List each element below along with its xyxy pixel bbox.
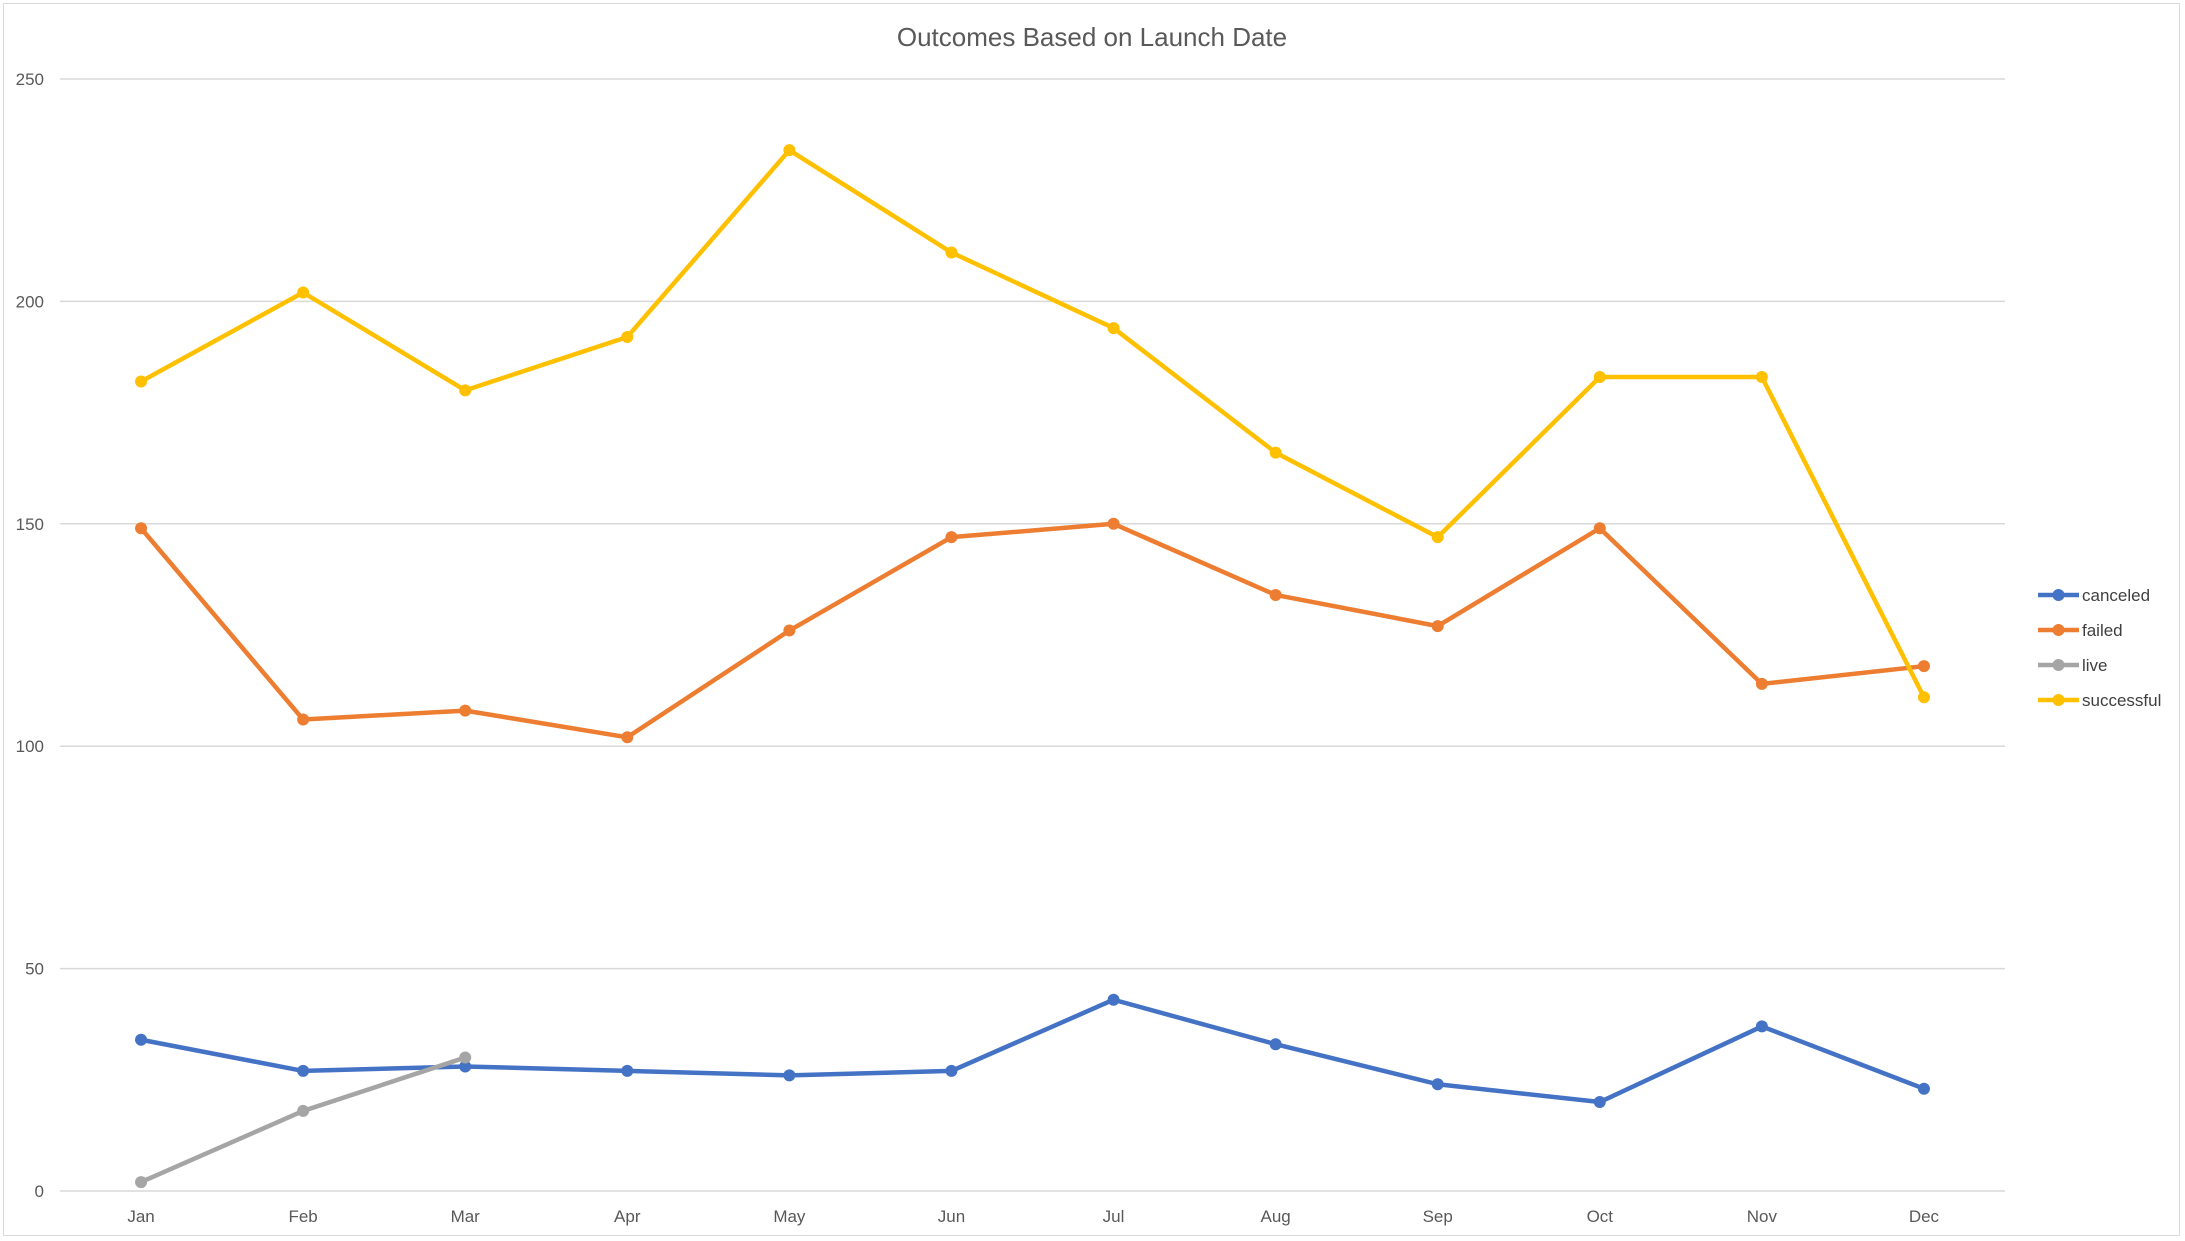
x-tick-label: Jul bbox=[1103, 1207, 1125, 1226]
series-layer bbox=[135, 144, 1930, 1189]
data-point-canceled-Feb bbox=[297, 1064, 310, 1077]
legend-item-canceled: canceled bbox=[2038, 586, 2150, 605]
series-successful bbox=[135, 144, 1930, 704]
data-point-failed-Feb bbox=[297, 713, 310, 726]
legend-label: canceled bbox=[2082, 586, 2150, 605]
legend-label: live bbox=[2082, 656, 2108, 675]
data-point-successful-May bbox=[783, 144, 796, 157]
legend-swatch-marker bbox=[2052, 624, 2065, 636]
data-point-successful-Sep bbox=[1431, 531, 1444, 544]
x-tick-label: Oct bbox=[1587, 1207, 1614, 1226]
y-tick-label: 0 bbox=[35, 1182, 44, 1201]
y-tick-label: 50 bbox=[25, 960, 44, 979]
data-point-canceled-Apr bbox=[621, 1064, 634, 1077]
x-tick-label: Apr bbox=[614, 1207, 641, 1226]
data-point-failed-Mar bbox=[459, 704, 472, 717]
data-point-live-Mar bbox=[459, 1051, 472, 1064]
legend-item-failed: failed bbox=[2038, 621, 2123, 640]
data-point-canceled-Jun bbox=[945, 1064, 958, 1077]
data-point-failed-Dec bbox=[1917, 660, 1930, 673]
legend-label: successful bbox=[2082, 691, 2161, 710]
y-tick-label: 150 bbox=[16, 515, 44, 534]
chart-title: Outcomes Based on Launch Date bbox=[897, 22, 1287, 52]
data-point-canceled-Mar bbox=[459, 1060, 472, 1073]
data-point-canceled-Sep bbox=[1431, 1078, 1444, 1091]
data-point-canceled-Oct bbox=[1593, 1096, 1606, 1109]
x-tick-label: Sep bbox=[1423, 1207, 1453, 1226]
data-point-canceled-Dec bbox=[1917, 1082, 1930, 1095]
x-tick-label: Mar bbox=[451, 1207, 481, 1226]
x-tick-label: Aug bbox=[1261, 1207, 1291, 1226]
data-point-failed-Sep bbox=[1431, 620, 1444, 633]
y-tick-label: 250 bbox=[16, 70, 44, 89]
data-point-canceled-Jul bbox=[1107, 993, 1120, 1006]
legend-item-successful: successful bbox=[2038, 691, 2161, 710]
data-point-successful-Jul bbox=[1107, 322, 1120, 335]
series-line-failed bbox=[138, 521, 1927, 740]
data-point-successful-Jun bbox=[945, 246, 958, 259]
gridlines bbox=[60, 78, 2005, 1192]
x-axis-tick-labels: Jan Feb Mar Apr May Jun Jul Aug Sep Oct Nov Dec bbox=[127, 1207, 1939, 1226]
y-axis-tick-labels: 0 50 100 150 200 250 bbox=[16, 70, 44, 1201]
data-point-live-Feb bbox=[297, 1104, 310, 1117]
x-tick-label: Feb bbox=[288, 1207, 317, 1226]
x-tick-label: May bbox=[773, 1207, 806, 1226]
data-point-successful-Feb bbox=[297, 286, 310, 299]
data-point-successful-Jan bbox=[135, 375, 148, 388]
x-tick-label: Jan bbox=[127, 1207, 154, 1226]
data-point-failed-Jan bbox=[135, 522, 148, 535]
data-point-successful-Dec bbox=[1917, 691, 1930, 704]
series-line-canceled bbox=[138, 997, 1927, 1105]
legend-swatch-marker bbox=[2052, 589, 2065, 601]
data-point-failed-Nov bbox=[1755, 677, 1768, 690]
data-point-failed-May bbox=[783, 624, 796, 637]
y-tick-label: 200 bbox=[16, 292, 44, 311]
data-point-failed-Apr bbox=[621, 731, 634, 744]
data-point-canceled-Aug bbox=[1269, 1038, 1282, 1051]
data-point-failed-Jun bbox=[945, 531, 958, 544]
x-tick-label: Dec bbox=[1909, 1207, 1940, 1226]
data-point-successful-Mar bbox=[459, 384, 472, 397]
x-tick-label: Nov bbox=[1747, 1207, 1778, 1226]
data-point-failed-Jul bbox=[1107, 517, 1120, 530]
data-point-failed-Oct bbox=[1593, 522, 1606, 535]
legend-swatch-marker bbox=[2052, 659, 2065, 671]
data-point-successful-Apr bbox=[621, 330, 634, 343]
x-tick-label: Jun bbox=[938, 1207, 965, 1226]
series-line-successful bbox=[138, 147, 1927, 700]
data-point-successful-Oct bbox=[1593, 371, 1606, 384]
series-canceled bbox=[135, 993, 1930, 1109]
legend: canceled failed live successful bbox=[2038, 586, 2161, 710]
y-tick-label: 100 bbox=[16, 737, 44, 756]
data-point-canceled-Jan bbox=[135, 1033, 148, 1046]
data-point-canceled-May bbox=[783, 1069, 796, 1082]
data-point-live-Jan bbox=[135, 1176, 148, 1189]
data-point-successful-Aug bbox=[1269, 446, 1282, 459]
data-point-failed-Aug bbox=[1269, 588, 1282, 601]
series-live bbox=[135, 1051, 472, 1189]
legend-label: failed bbox=[2082, 621, 2123, 640]
data-point-successful-Nov bbox=[1755, 371, 1768, 384]
series-failed bbox=[135, 517, 1930, 744]
chart-frame bbox=[3, 3, 2180, 1236]
legend-item-live: live bbox=[2038, 656, 2108, 675]
data-point-canceled-Nov bbox=[1755, 1020, 1768, 1033]
legend-swatch-marker bbox=[2052, 694, 2065, 706]
